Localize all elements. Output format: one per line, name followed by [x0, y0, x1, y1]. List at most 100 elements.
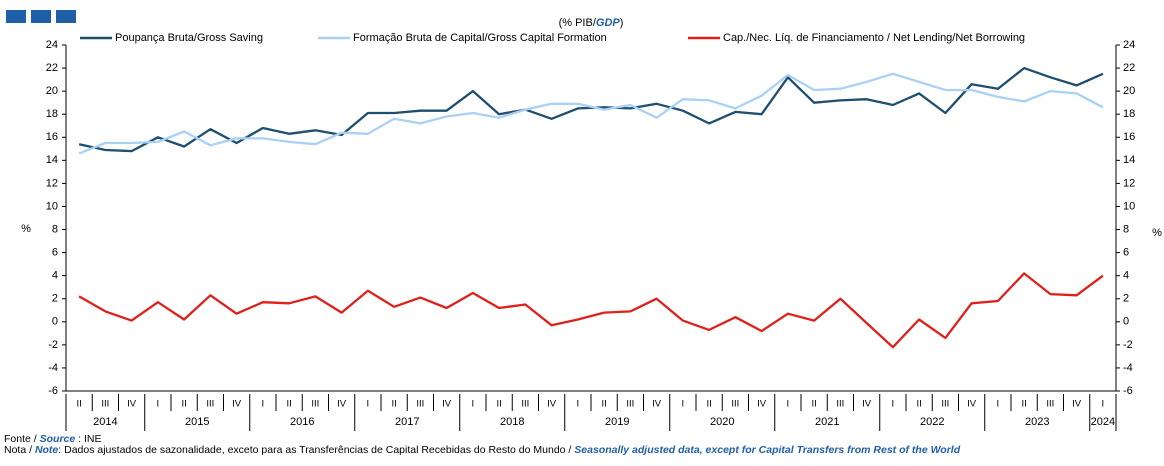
x-tick-label: IV: [547, 399, 557, 410]
y2-tick-label: 12: [1123, 177, 1135, 189]
x-tick-label: I: [262, 399, 265, 410]
year-label: 2024: [1091, 416, 1115, 428]
y2-tick-label: 16: [1123, 131, 1135, 143]
x-tick-label: I: [997, 399, 1000, 410]
y-tick-label: 4: [52, 270, 58, 282]
legend-label: Formação Bruta de Capital/Gross Capital …: [353, 32, 607, 44]
x-tick-label: I: [367, 399, 370, 410]
note-em: Note: [34, 444, 59, 456]
y-tick-label: 18: [46, 108, 58, 120]
x-tick-label: I: [157, 399, 160, 410]
x-tick-label: IV: [757, 399, 767, 410]
y-tick-label: 24: [46, 39, 58, 51]
x-tick-label: II: [811, 399, 816, 410]
y2-tick-label: 0: [1123, 316, 1129, 328]
x-tick-label: II: [916, 399, 921, 410]
x-tick-label: IV: [232, 399, 242, 410]
y-tick-label: 12: [46, 177, 58, 189]
x-tick-label: IV: [442, 399, 452, 410]
logo-block: [6, 10, 26, 23]
x-tick-label: IV: [652, 399, 662, 410]
series-line: [78, 72, 1104, 155]
y-tick-label: 16: [46, 131, 58, 143]
series-line: [78, 272, 1104, 349]
title-part: ): [620, 17, 624, 29]
title-part: (% PIB/: [559, 17, 597, 29]
x-tick-label: I: [892, 399, 895, 410]
year-label: 2022: [920, 416, 944, 428]
source-em: Source: [39, 433, 76, 445]
x-tick-label: I: [577, 399, 580, 410]
y-tick-label: 10: [46, 200, 58, 212]
x-tick-label: II: [496, 399, 501, 410]
y2-axis-label: %: [1152, 227, 1162, 239]
y2-tick-label: 18: [1123, 108, 1135, 120]
year-label: 2017: [395, 416, 419, 428]
y2-tick-label: 24: [1123, 39, 1135, 51]
x-tick-label: III: [521, 399, 529, 410]
x-tick-label: I: [682, 399, 685, 410]
note: Nota / Note: Dados ajustados de sazonali…: [4, 445, 1160, 456]
year-label: 2016: [290, 416, 314, 428]
y-tick-label: 20: [46, 85, 58, 97]
logo-block: [31, 10, 51, 23]
legend-label: Poupança Bruta/Gross Saving: [115, 32, 263, 44]
x-tick-label: II: [601, 399, 606, 410]
x-tick-label: IV: [127, 399, 137, 410]
x-tick-label: IV: [1072, 399, 1082, 410]
chart: (% PIB/GDP) % % -6-4-2024681012141618202…: [6, 10, 1162, 431]
logo-block: [56, 10, 76, 23]
x-tick-label: II: [76, 399, 81, 410]
year-label: 2023: [1025, 416, 1049, 428]
note-en: Seasonally adjusted data, except for Cap…: [574, 444, 961, 456]
y-tick-label: 22: [46, 62, 58, 74]
chart-title: (% PIB/GDP): [559, 17, 624, 29]
y-tick-label: 6: [52, 247, 58, 259]
y-tick-label: 2: [52, 293, 58, 305]
y-tick-label: 8: [52, 223, 58, 235]
x-tick-label: III: [311, 399, 319, 410]
y-tick-label: -2: [48, 339, 58, 351]
y-tick-label: -6: [48, 385, 58, 397]
x-tick-label: III: [1046, 399, 1054, 410]
y2-tick-label: 20: [1123, 85, 1135, 97]
x-tick-label: I: [472, 399, 475, 410]
y2-tick-label: 4: [1123, 270, 1129, 282]
x-tick-label: III: [731, 399, 739, 410]
x-tick-label: II: [706, 399, 711, 410]
y2-tick-label: -4: [1123, 362, 1133, 374]
x-tick-label: II: [286, 399, 291, 410]
year-label: 2018: [500, 416, 524, 428]
year-label: 2019: [605, 416, 629, 428]
y2-tick-label: -2: [1123, 339, 1133, 351]
y2-tick-label: 2: [1123, 293, 1129, 305]
y2-tick-label: 8: [1123, 223, 1129, 235]
x-tick-label: IV: [337, 399, 347, 410]
source: Fonte / Source : INE: [4, 434, 1160, 445]
x-tick-label: III: [416, 399, 424, 410]
x-tick-label: II: [181, 399, 186, 410]
note-text: : Dados ajustados de sazonalidade, excet…: [58, 444, 575, 456]
x-tick-label: III: [626, 399, 634, 410]
x-tick-label: III: [941, 399, 949, 410]
year-label: 2014: [93, 416, 117, 428]
source-label: Fonte /: [4, 433, 40, 445]
y-axis-label: %: [21, 223, 31, 235]
y2-tick-label: 6: [1123, 247, 1129, 259]
x-tick-label: I: [1102, 399, 1105, 410]
x-tick-label: II: [1021, 399, 1026, 410]
x-tick-label: I: [787, 399, 790, 410]
legend-label: Cap./Nec. Líq. de Financiamento / Net Le…: [723, 32, 1025, 44]
y2-tick-label: 14: [1123, 154, 1135, 166]
year-label: 2020: [710, 416, 734, 428]
x-tick-label: III: [206, 399, 214, 410]
title-part: GDP: [596, 17, 621, 29]
y2-tick-label: 10: [1123, 200, 1135, 212]
x-tick-label: III: [836, 399, 844, 410]
y-tick-label: 0: [52, 316, 58, 328]
x-tick-label: IV: [862, 399, 872, 410]
y-tick-label: 14: [46, 154, 58, 166]
x-tick-label: II: [391, 399, 396, 410]
x-tick-label: IV: [967, 399, 977, 410]
